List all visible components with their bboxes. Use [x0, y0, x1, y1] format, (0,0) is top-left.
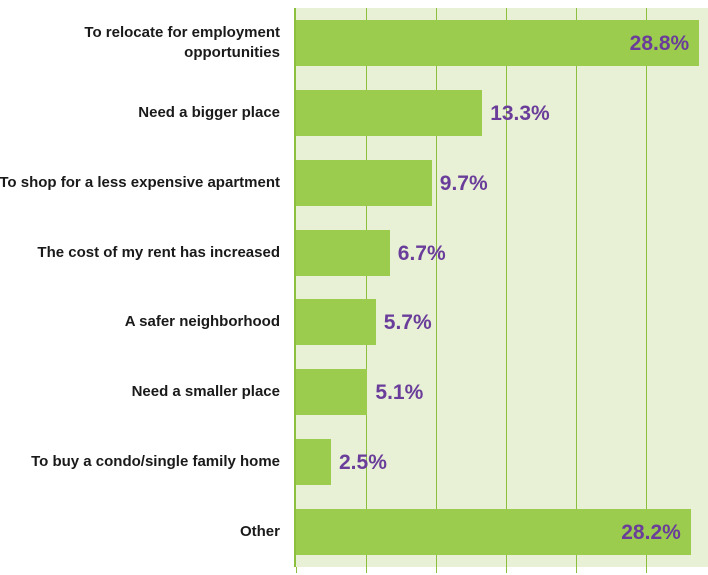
category-label: A safer neighborhood [124, 313, 280, 331]
data-label: 9.7% [439, 171, 488, 195]
bar [296, 439, 331, 486]
x-axis-tick [576, 567, 577, 573]
data-label: 5.1% [375, 381, 424, 405]
bar [296, 89, 483, 136]
x-axis-tick [646, 567, 647, 573]
bar [296, 159, 432, 206]
x-axis-tick [366, 567, 367, 573]
x-axis-tick [436, 567, 437, 573]
bar [296, 299, 376, 346]
gridline [646, 8, 647, 567]
data-label: 6.7% [397, 241, 446, 265]
data-label: 28.8% [629, 31, 690, 55]
gridline [366, 8, 367, 567]
category-label: Other [239, 523, 280, 541]
data-label: 2.5% [339, 451, 387, 475]
category-label: Need a smaller place [131, 383, 280, 401]
category-label: To shop for a less expensive apartment [0, 173, 280, 191]
gridline [436, 8, 437, 567]
data-label: 28.2% [621, 521, 681, 545]
gridline [576, 8, 577, 567]
bar [296, 19, 700, 66]
category-label: To relocate for employment opportunities [84, 23, 280, 61]
bar [296, 229, 390, 276]
bar [296, 369, 368, 416]
data-label: 13.3% [490, 101, 550, 125]
gridline [506, 8, 507, 567]
x-axis-tick [296, 567, 297, 573]
data-label: 5.7% [383, 311, 432, 335]
category-label: Need a bigger place [138, 103, 280, 121]
x-axis-tick [506, 567, 507, 573]
category-label: The cost of my rent has increased [37, 243, 280, 261]
y-axis-line [294, 8, 296, 567]
category-label: To buy a condo/single family home [31, 453, 280, 471]
bar [296, 509, 691, 556]
